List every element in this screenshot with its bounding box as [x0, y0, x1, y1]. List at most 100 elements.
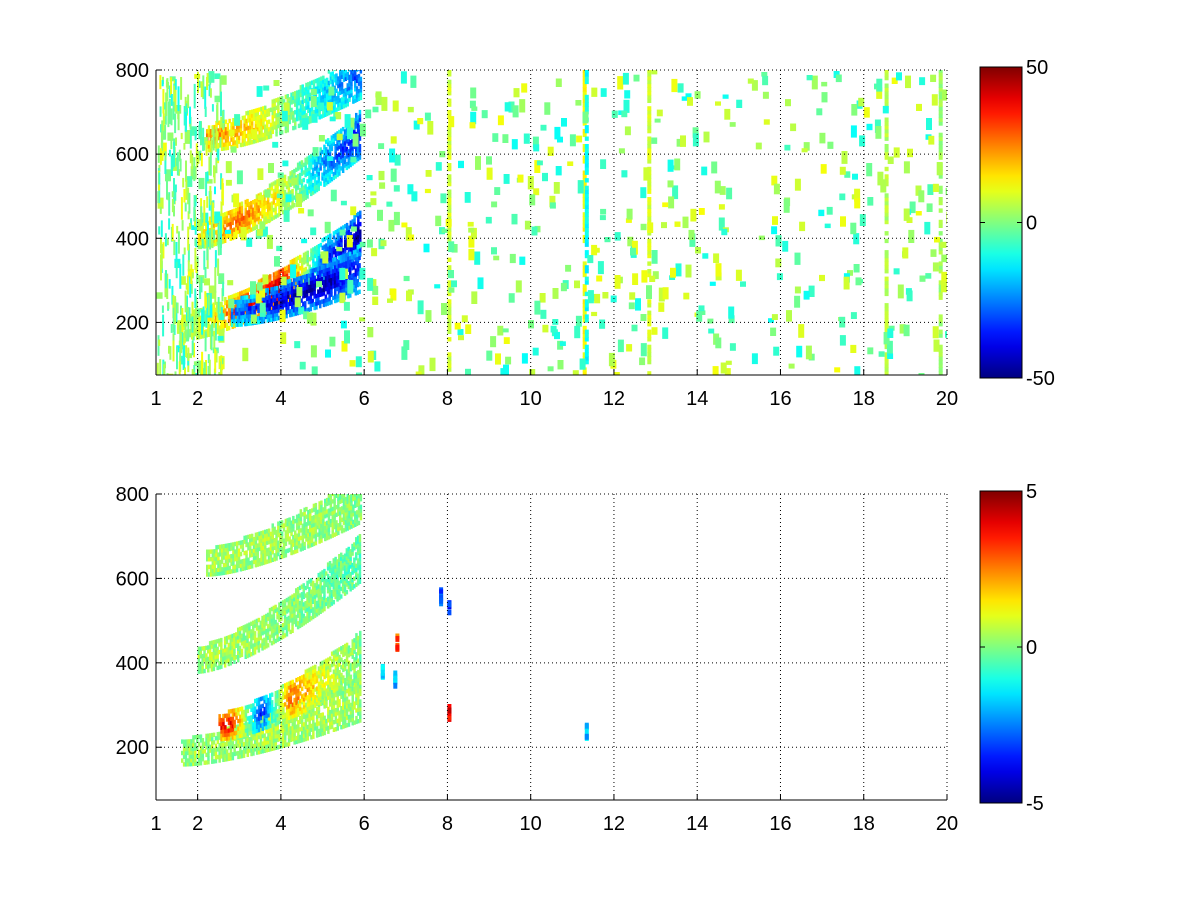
heat-cell	[330, 288, 333, 294]
heat-cell	[162, 89, 165, 114]
heat-cell	[270, 182, 274, 187]
heat-cell	[328, 285, 331, 290]
heat-cell	[358, 151, 362, 156]
heat-cell	[308, 166, 311, 171]
heat-cell	[323, 248, 326, 253]
heat-cell	[938, 219, 943, 225]
heat-cell	[250, 748, 253, 753]
heat-cell	[272, 200, 276, 205]
heat-cell	[197, 156, 200, 164]
heat-cell	[205, 733, 208, 739]
heat-cell	[194, 130, 197, 141]
heat-cell	[314, 86, 318, 91]
heat-cell	[639, 357, 646, 366]
heat-cell	[859, 135, 866, 147]
heat-cell	[249, 140, 252, 145]
heat-cell	[591, 87, 598, 97]
heat-cell	[584, 136, 589, 141]
heat-cell	[327, 110, 331, 116]
heat-cell	[278, 208, 281, 213]
heat-cell	[347, 152, 350, 158]
heat-cell	[359, 237, 362, 242]
heat-cell	[647, 322, 652, 327]
heat-cell	[346, 235, 353, 248]
heat-cell	[621, 170, 628, 178]
heat-cell	[171, 223, 174, 241]
heat-cell	[239, 291, 242, 296]
heat-cell	[339, 83, 342, 88]
heat-cell	[328, 293, 331, 298]
heat-cell	[330, 720, 334, 726]
heat-cell	[339, 86, 342, 92]
heat-cell	[235, 304, 238, 309]
heat-cell	[196, 360, 199, 370]
heat-cell	[884, 204, 889, 209]
heat-cell	[307, 93, 310, 98]
heat-cell	[647, 250, 652, 255]
heat-cell	[359, 229, 362, 234]
heat-cell	[220, 324, 223, 330]
heat-cell	[305, 113, 308, 118]
heat-cell	[328, 144, 332, 149]
heat-cell	[938, 265, 943, 270]
heat-cell	[318, 111, 321, 116]
heat-cell	[329, 244, 332, 250]
heat-cell	[270, 731, 274, 736]
heat-cell	[344, 70, 348, 74]
heat-cell	[156, 362, 159, 375]
heat-cell	[329, 702, 332, 707]
heat-cell	[357, 711, 360, 716]
heat-cell	[938, 121, 943, 126]
heat-cell	[244, 306, 247, 312]
heat-cell	[328, 281, 331, 287]
heat-cell	[340, 147, 343, 152]
heat-cell	[302, 290, 305, 295]
heat-cell	[251, 309, 254, 314]
heat-cell	[330, 724, 334, 729]
heat-cell	[305, 308, 309, 313]
heat-cell	[211, 744, 214, 749]
heat-cell	[277, 112, 280, 117]
heat-cell	[214, 250, 217, 268]
heat-cell	[287, 176, 291, 181]
heat-cell	[340, 234, 343, 239]
heat-cell	[357, 703, 360, 709]
heat-cell	[294, 110, 297, 115]
heat-cell	[249, 298, 253, 303]
heat-cell	[267, 119, 271, 124]
heat-cell	[236, 303, 240, 308]
heat-cell	[230, 137, 233, 142]
heat-cell	[184, 367, 186, 375]
heat-cell	[302, 294, 305, 299]
heat-cell	[261, 214, 264, 219]
heat-cell	[582, 185, 587, 191]
heat-cell	[287, 264, 291, 269]
heat-cell	[305, 289, 309, 294]
heat-cell	[340, 249, 343, 254]
heat-cell	[238, 221, 242, 226]
heat-cell	[216, 316, 219, 329]
heat-cell	[273, 98, 276, 104]
heat-cell	[231, 228, 234, 233]
heat-cell	[618, 148, 625, 154]
heat-cell	[244, 318, 247, 323]
heat-cell	[784, 144, 791, 151]
heat-cell	[447, 310, 452, 315]
heat-cell	[176, 302, 179, 314]
heat-cell	[276, 297, 279, 302]
heat-cell	[356, 260, 359, 265]
heat-cell	[204, 267, 207, 278]
heat-cell	[186, 743, 190, 748]
heat-cell	[272, 727, 276, 732]
heat-cell	[303, 87, 306, 92]
heat-cell	[296, 310, 299, 316]
heat-cell	[242, 223, 246, 228]
heat-cell	[930, 74, 937, 82]
heat-cell	[272, 192, 276, 198]
heat-cell	[458, 335, 464, 341]
heat-cell	[269, 130, 273, 135]
heat-cell	[257, 212, 261, 217]
heat-cell	[647, 216, 652, 221]
heat-cell	[180, 197, 183, 220]
